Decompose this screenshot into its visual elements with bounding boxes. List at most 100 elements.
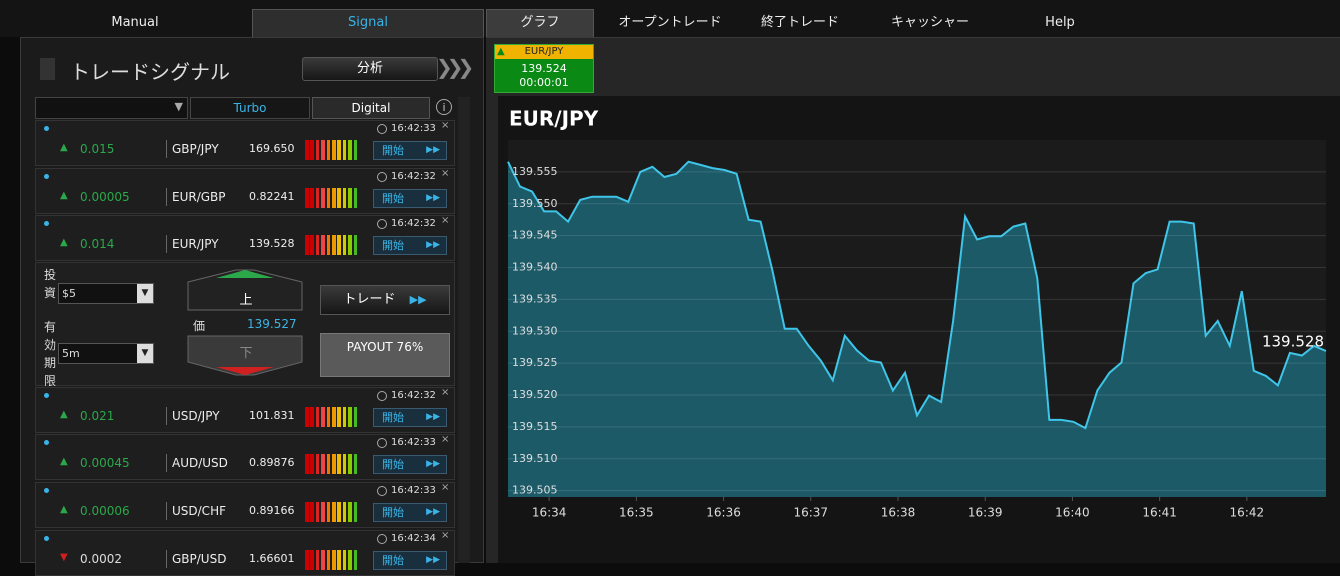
investment-value: $5 — [62, 287, 76, 300]
investment-select[interactable]: $5 ▼ — [58, 283, 154, 304]
strength-bar — [315, 454, 320, 474]
arrows: ▶▶ — [426, 555, 440, 565]
nav-tab[interactable]: Signal — [348, 15, 388, 30]
strength-bar — [337, 407, 341, 427]
strength-bar — [310, 407, 314, 427]
strength-bar — [342, 235, 347, 255]
clock-icon — [377, 172, 387, 182]
filter-dropdown[interactable]: ▼ — [35, 97, 188, 119]
strength-bar — [305, 502, 309, 522]
down-arrow — [216, 367, 274, 375]
strength-bar — [337, 140, 341, 160]
strength-bar — [326, 550, 331, 570]
panel-title: トレードシグナル — [70, 60, 230, 84]
trade-button[interactable]: トレード ▶▶ — [320, 285, 450, 315]
signal-time: 16:42:32 — [391, 390, 436, 401]
start-button[interactable]: 開始 ▶▶ — [373, 503, 447, 522]
close-icon[interactable]: × — [441, 434, 450, 445]
strength-bar — [310, 235, 314, 255]
strength-bar — [332, 235, 336, 255]
close-icon[interactable]: × — [441, 120, 450, 131]
strength-bar — [353, 140, 358, 160]
chart-tab-pair: EUR/JPY — [524, 46, 564, 57]
price-label: 価 — [193, 319, 206, 333]
signal-time: 16:42:32 — [391, 171, 436, 182]
nav-tab[interactable]: Help — [1045, 15, 1075, 30]
close-icon[interactable]: × — [441, 387, 450, 398]
strength-bar — [342, 502, 347, 522]
up-button-shape[interactable] — [187, 269, 303, 311]
payout: PAYOUT 76% — [320, 333, 450, 377]
x-tick-label: 16:34 — [532, 506, 567, 520]
strength-bar — [321, 140, 325, 160]
signal-price: 0.89166 — [249, 504, 295, 517]
close-icon[interactable]: × — [441, 482, 450, 493]
strength-bar — [337, 502, 341, 522]
strength-bar — [326, 454, 331, 474]
strength-bar — [326, 188, 331, 208]
analysis-button[interactable]: 分析 — [302, 57, 438, 81]
expiry-select[interactable]: 5m ▼ — [58, 343, 154, 364]
signal-change: 0.0002 — [80, 552, 122, 566]
strength-bar — [332, 407, 336, 427]
y-tick-label: 139.535 — [512, 292, 558, 305]
y-tick-label: 139.550 — [512, 197, 558, 210]
nav-tab[interactable]: 終了トレード — [760, 15, 839, 30]
divider — [166, 235, 167, 253]
direction-arrow: ▲ — [60, 190, 68, 201]
strength-bar — [342, 140, 347, 160]
signal-time: 16:42:34 — [391, 533, 436, 544]
nav-tab[interactable]: Manual — [111, 15, 159, 30]
chart-tab-timer: 00:00:01 — [519, 76, 569, 89]
chart-tab[interactable]: ▲ EUR/JPY 139.524 00:00:01 — [494, 44, 594, 93]
x-tick-label: 16:38 — [881, 506, 916, 520]
down-button-shape[interactable] — [187, 335, 303, 376]
strength-bar — [326, 502, 331, 522]
start-button[interactable]: 開始 ▶▶ — [373, 141, 447, 160]
strength-bar — [305, 235, 309, 255]
strength-bar — [337, 188, 341, 208]
signal-time: 16:42:33 — [391, 437, 436, 448]
scrollbar — [458, 97, 470, 563]
close-icon[interactable]: × — [441, 530, 450, 541]
close-icon[interactable]: × — [441, 168, 450, 179]
status-dot — [44, 440, 49, 445]
clock-icon — [377, 534, 387, 544]
status-dot — [44, 536, 49, 541]
start-button[interactable]: 開始 ▶▶ — [373, 189, 447, 208]
x-tick-label: 16:36 — [706, 506, 741, 520]
nav-tab[interactable]: オープントレード — [618, 15, 722, 30]
start-button[interactable]: 開始 ▶▶ — [373, 408, 447, 427]
close-icon[interactable]: × — [441, 215, 450, 226]
nav-tab[interactable]: グラフ — [520, 15, 560, 30]
expiry-value: 5m — [62, 347, 80, 360]
status-dot — [44, 221, 49, 226]
strength-bar — [310, 550, 314, 570]
expiry-label: 有効期限 — [44, 320, 57, 386]
clock-icon — [377, 124, 387, 134]
strength-bar — [305, 140, 309, 160]
digital-tab[interactable]: Digital — [312, 97, 430, 119]
start-button[interactable]: 開始 ▶▶ — [373, 236, 447, 255]
strength-bar — [348, 235, 352, 255]
strength-bar — [315, 407, 320, 427]
strength-bar — [353, 502, 358, 522]
turbo-tab[interactable]: Turbo — [190, 97, 310, 119]
current-price-label: 139.528 — [1262, 333, 1324, 351]
start-button[interactable]: 開始 ▶▶ — [373, 551, 447, 570]
icon — [40, 58, 55, 80]
y-tick-label: 139.525 — [512, 356, 558, 369]
nav-tab[interactable]: キャッシャー — [890, 15, 969, 30]
divider — [166, 454, 167, 472]
strength-bar — [353, 407, 358, 427]
strength-bar — [342, 454, 347, 474]
status-dot — [44, 393, 49, 398]
up-button-label: 上 — [239, 293, 253, 308]
strength-bar — [326, 235, 331, 255]
strength-bar — [342, 550, 347, 570]
signal-change: 0.021 — [80, 409, 115, 423]
signal-pair: USD/JPY — [172, 409, 220, 423]
info-icon[interactable]: i — [436, 99, 452, 115]
start-button[interactable]: 開始 ▶▶ — [373, 455, 447, 474]
strength-bar — [353, 235, 358, 255]
